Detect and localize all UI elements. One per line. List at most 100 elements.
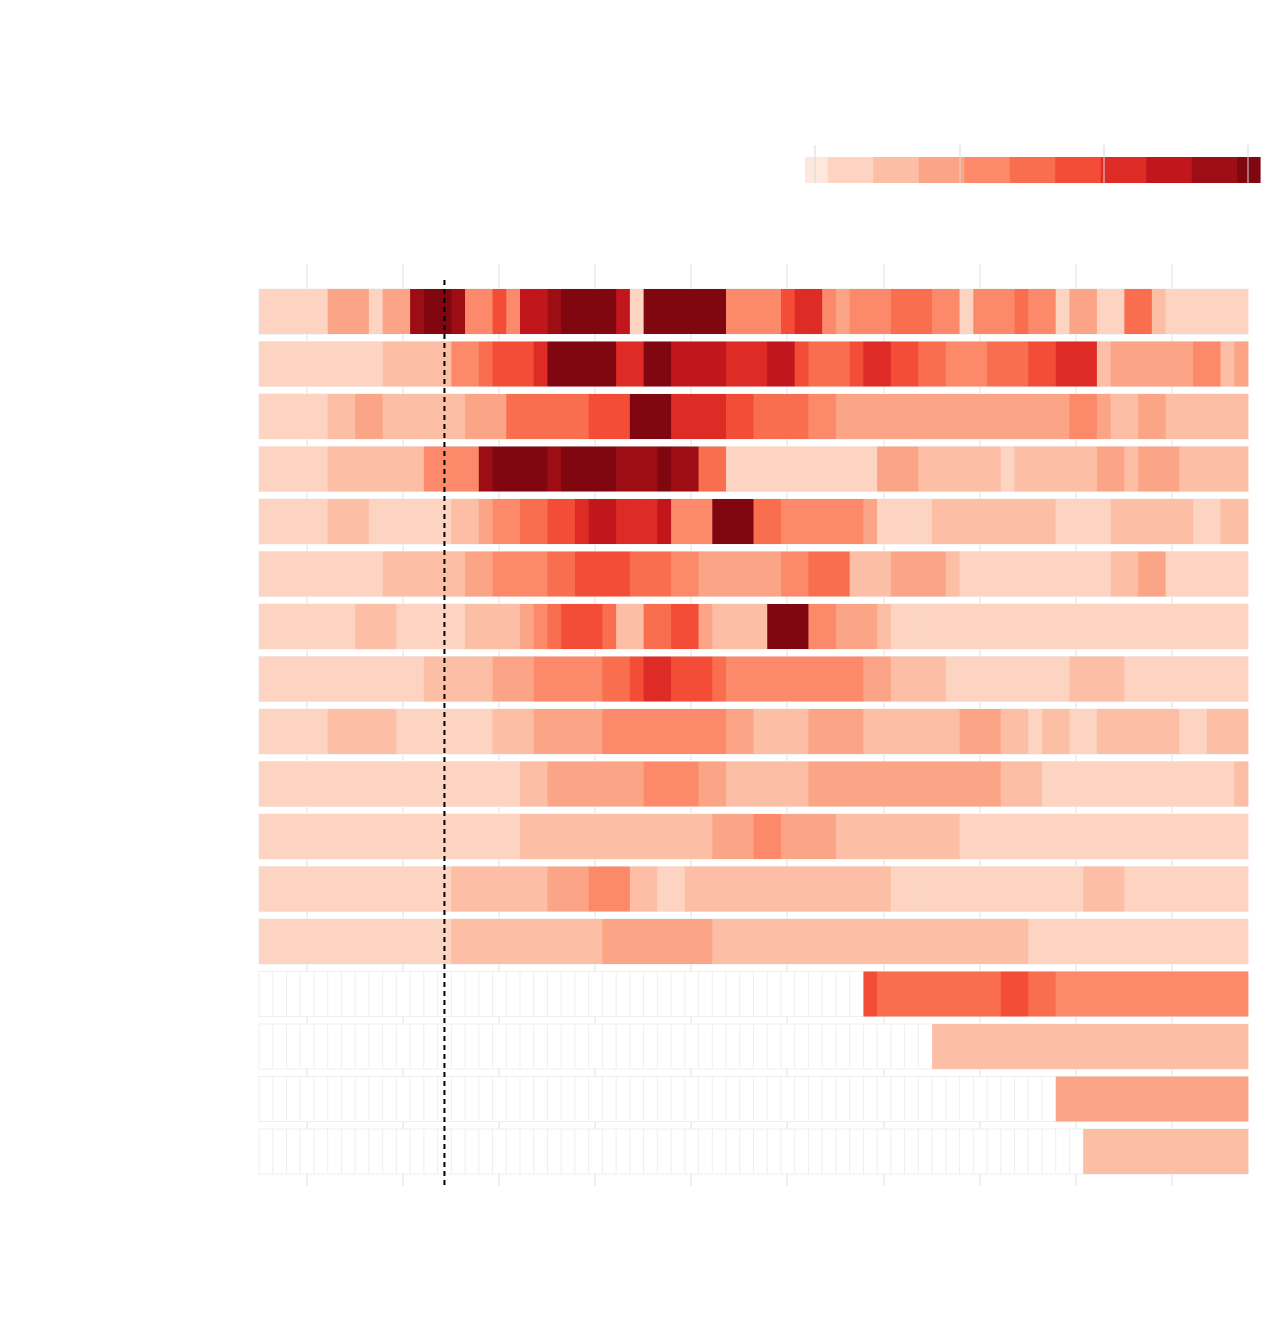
heatmap-cell <box>1151 656 1166 702</box>
heatmap-cell <box>904 394 919 439</box>
heatmap-cell <box>396 656 411 702</box>
heatmap-cell <box>1041 446 1057 492</box>
heatmap-cell <box>506 919 521 964</box>
heatmap-cell <box>341 919 356 964</box>
heatmap-cell <box>822 919 837 964</box>
heatmap-cell <box>918 709 933 754</box>
heatmap-cell <box>726 761 741 807</box>
heatmap-cell <box>904 551 919 597</box>
heatmap-cell <box>849 551 864 597</box>
heatmap-cell <box>835 761 851 807</box>
heatmap-cell <box>1083 919 1098 964</box>
heatmap-cell <box>767 866 782 912</box>
heatmap-cell <box>671 341 686 387</box>
heatmap-cell <box>1165 551 1180 597</box>
heatmap-cell <box>478 551 493 597</box>
heatmap-cell <box>1083 761 1098 807</box>
heatmap-cell <box>1096 341 1112 387</box>
heatmap-cell <box>423 394 438 439</box>
heatmap-cell <box>1206 394 1221 439</box>
heatmap-cell <box>643 551 658 597</box>
heatmap-cell <box>629 709 645 754</box>
heatmap-cell <box>1014 394 1029 439</box>
heatmap-cell <box>959 919 974 964</box>
heatmap-cell <box>684 814 699 859</box>
heatmap-cell <box>657 656 672 702</box>
heatmap-cell <box>671 446 686 492</box>
heatmap-cell <box>465 499 480 544</box>
heatmap-cell <box>863 919 878 964</box>
heatmap-cell <box>547 341 562 387</box>
heatmap-cell <box>932 866 947 912</box>
heatmap-cell <box>410 814 425 859</box>
heatmap-cell <box>945 604 960 649</box>
heatmap-cell <box>1083 446 1098 492</box>
heatmap-cell <box>629 656 645 702</box>
heatmap-cell <box>849 341 864 387</box>
heatmap-cell <box>478 709 493 754</box>
heatmap-cell <box>547 499 562 544</box>
heatmap-cell <box>1206 604 1221 649</box>
heatmap-cell <box>698 919 713 964</box>
heatmap-cell <box>684 866 699 912</box>
heatmap-cell <box>1124 1076 1139 1122</box>
heatmap-cell <box>300 499 315 544</box>
heatmap-cell <box>822 814 837 859</box>
heatmap-cell <box>574 446 590 492</box>
heatmap-cell <box>396 289 411 334</box>
heatmap-cell <box>1083 1129 1098 1174</box>
heatmap-cell <box>588 761 603 807</box>
heatmap-cell <box>1083 1024 1098 1069</box>
heatmap-cell <box>574 656 590 702</box>
heatmap-cell <box>1234 1024 1249 1069</box>
heatmap-cell <box>904 499 919 544</box>
heatmap-cell <box>1069 971 1084 1017</box>
legend-swatch <box>1191 157 1216 183</box>
heatmap-cell <box>547 866 562 912</box>
heatmap-cell <box>1069 394 1084 439</box>
heatmap-cell <box>987 814 1002 859</box>
heatmap-cell <box>1069 604 1084 649</box>
heatmap-cell <box>1179 499 1194 544</box>
heatmap-cell <box>382 604 397 649</box>
heatmap-cell <box>1124 656 1139 702</box>
heatmap-cell <box>1096 814 1112 859</box>
heatmap-cell <box>1069 919 1084 964</box>
heatmap-cell <box>918 866 933 912</box>
heatmap-cell <box>588 341 603 387</box>
heatmap-cell <box>877 289 892 334</box>
heatmap-cell <box>835 919 851 964</box>
heatmap-cell <box>671 709 686 754</box>
heatmap-cell <box>945 446 960 492</box>
heatmap-cell <box>671 761 686 807</box>
heatmap-cell <box>1179 761 1194 807</box>
heatmap-cell <box>1179 919 1194 964</box>
heatmap-cell <box>300 289 315 334</box>
heatmap-cell <box>382 499 397 544</box>
heatmap-cell <box>794 341 809 387</box>
heatmap-cell <box>602 289 617 334</box>
heatmap-cell <box>849 814 864 859</box>
heatmap-cell <box>1179 1129 1194 1174</box>
heatmap-cell <box>396 604 411 649</box>
heatmap-cell <box>767 341 782 387</box>
heatmap-cell <box>1165 341 1180 387</box>
heatmap-cell <box>451 604 466 649</box>
heatmap-cell <box>492 551 507 597</box>
heatmap-cell <box>574 814 590 859</box>
heatmap-cell <box>890 656 905 702</box>
heatmap-cell <box>1138 656 1153 702</box>
heatmap-cell <box>945 971 960 1017</box>
heatmap-cell <box>822 289 837 334</box>
heatmap-cell <box>959 604 974 649</box>
heatmap-cell <box>890 289 905 334</box>
heatmap-cell <box>1069 341 1084 387</box>
heatmap-cell <box>835 814 851 859</box>
heatmap-cell <box>1110 971 1125 1017</box>
heatmap-cell <box>1234 814 1249 859</box>
heatmap-cell <box>712 709 727 754</box>
heatmap-cell <box>313 604 329 649</box>
heatmap-cell <box>863 341 878 387</box>
heatmap-cell <box>987 971 1002 1017</box>
heatmap-cell <box>478 814 493 859</box>
